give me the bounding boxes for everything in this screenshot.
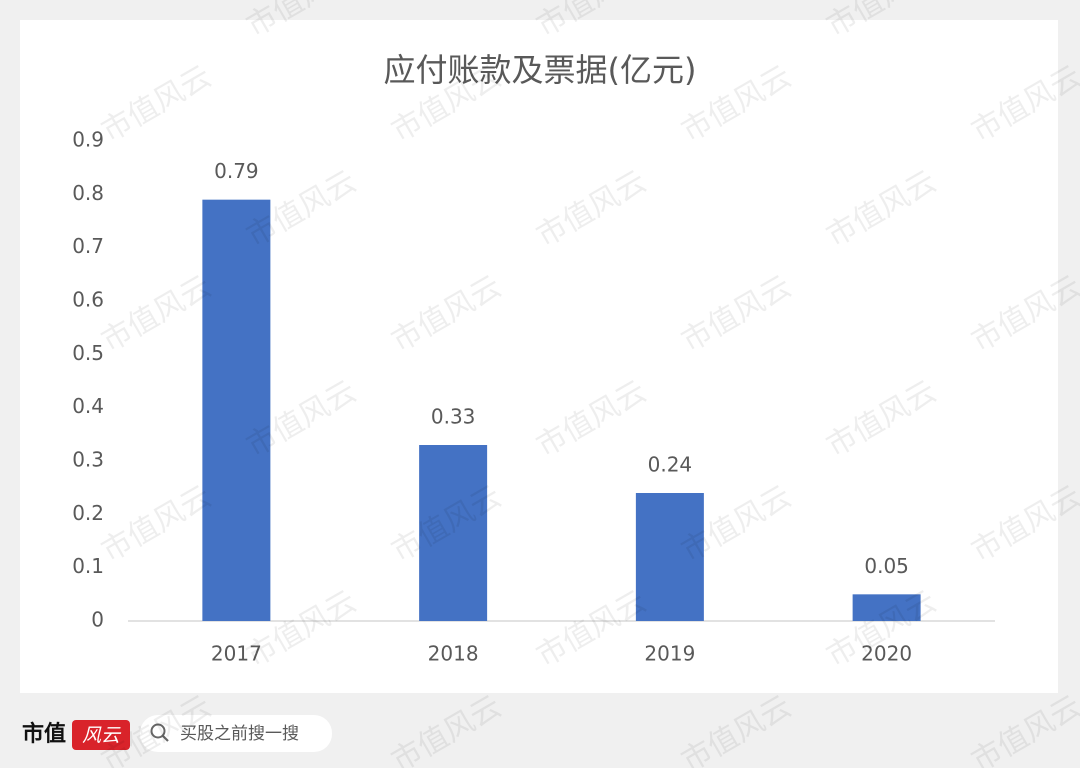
chart-title: 应付账款及票据(亿元) xyxy=(384,51,697,89)
x-tick-label: 2020 xyxy=(861,642,912,666)
search-placeholder: 买股之前搜一搜 xyxy=(180,724,299,744)
y-tick-label: 0 xyxy=(91,608,104,632)
x-tick-label: 2019 xyxy=(644,642,695,666)
data-label: 0.79 xyxy=(214,159,259,183)
y-tick-label: 0.8 xyxy=(72,181,104,205)
x-tick-label: 2017 xyxy=(211,642,262,666)
bar xyxy=(635,493,704,621)
chart-card xyxy=(20,20,1058,693)
search-icon xyxy=(150,723,166,739)
footer: 市值 风云 买股之前搜一搜 xyxy=(22,715,332,752)
data-label: 0.05 xyxy=(864,554,909,578)
logo: 市值 xyxy=(22,721,66,747)
bar xyxy=(852,594,921,621)
logo-badge-box xyxy=(72,720,130,750)
data-label: 0.24 xyxy=(648,453,693,477)
y-tick-label: 0.4 xyxy=(72,394,104,418)
y-tick-label: 0.1 xyxy=(72,554,104,578)
y-tick-label: 0.6 xyxy=(72,288,104,312)
search-box[interactable] xyxy=(140,715,332,752)
bar xyxy=(419,445,488,621)
data-label: 0.33 xyxy=(431,405,476,429)
y-tick-label: 0.9 xyxy=(72,128,104,152)
y-tick-label: 0.5 xyxy=(72,341,104,365)
y-tick-label: 0.7 xyxy=(72,234,104,258)
bar xyxy=(202,199,271,621)
x-tick-label: 2018 xyxy=(428,642,479,666)
logo-badge: 风云 xyxy=(82,725,122,747)
search-icon xyxy=(162,735,169,742)
y-tick-label: 0.2 xyxy=(72,501,104,525)
y-tick-label: 0.3 xyxy=(72,448,104,472)
